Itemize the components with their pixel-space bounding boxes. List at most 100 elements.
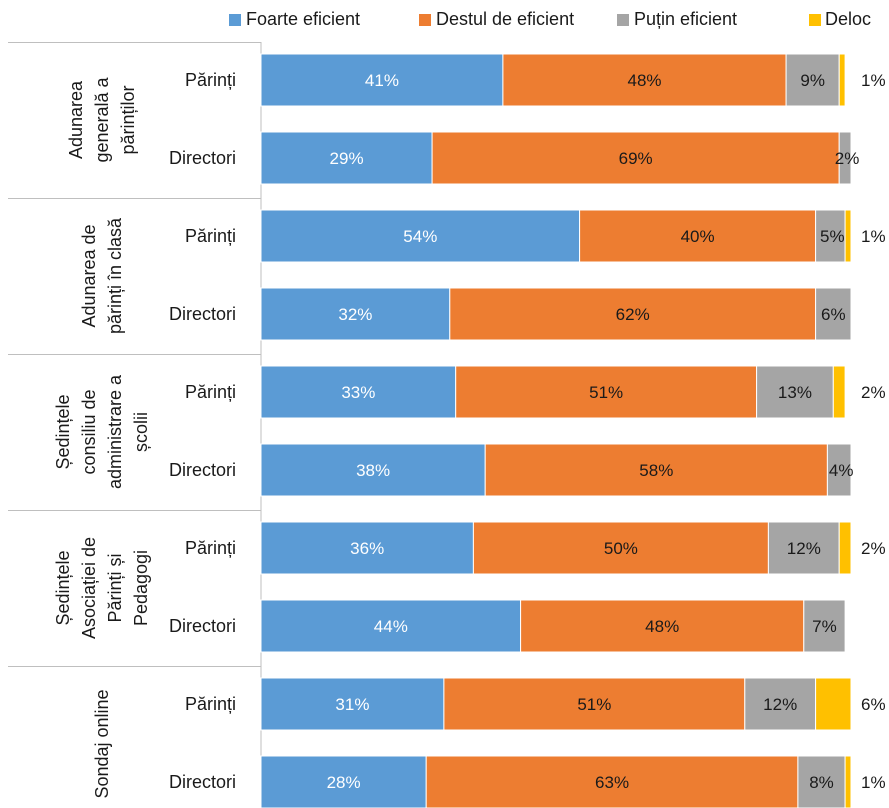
data-label-foarte-eficient: 33% [341, 383, 375, 402]
legend-label-foarte-eficient: Foarte eficient [246, 9, 360, 29]
row-label-parinti: Părinți [185, 382, 236, 402]
data-label-destul-de-eficient: 48% [627, 71, 661, 90]
data-label-putin-eficient: 5% [820, 227, 845, 246]
bar-segment-destul-de-eficient [443, 677, 746, 731]
row-label-parinti: Părinți [185, 226, 236, 246]
data-label-putin-eficient: 13% [778, 383, 812, 402]
data-label-destul-de-eficient: 40% [681, 227, 715, 246]
bar-segment-putin-eficient [744, 677, 817, 731]
bar-segment-destul-de-eficient [472, 521, 769, 575]
bar-segment-foarte-eficient [260, 209, 581, 263]
legend-swatch-foarte-eficient [229, 14, 241, 26]
bar-segment-putin-eficient [803, 599, 846, 653]
bar-segment-putin-eficient [767, 521, 840, 575]
data-label-destul-de-eficient: 51% [589, 383, 623, 402]
data-label-foarte-eficient: 54% [403, 227, 437, 246]
data-label-putin-eficient: 4% [829, 461, 854, 480]
legend: Foarte eficient Destul de eficient Puțin e… [229, 9, 871, 29]
bar-segment-destul-de-eficient [520, 599, 805, 653]
bar-segment-deloc [844, 755, 852, 808]
data-label-putin-eficient: 8% [809, 773, 834, 792]
legend-swatch-destul-de-eficient [419, 14, 431, 26]
group-label-line: Părinți și [105, 553, 125, 622]
row-label-directori: Directori [169, 616, 236, 636]
bar-segment-foarte-eficient [260, 755, 427, 808]
bar-segment-destul-de-eficient [455, 365, 758, 419]
data-label-destul-de-eficient: 58% [639, 461, 673, 480]
data-label-putin-eficient: 12% [763, 695, 797, 714]
legend-label-deloc: Deloc [825, 9, 871, 29]
row-label-directori: Directori [169, 304, 236, 324]
bar-segment-putin-eficient [838, 131, 852, 185]
group-label: Adunarea de părinți în clasă [79, 217, 125, 334]
bar-segment-deloc [815, 677, 852, 731]
data-label-destul-de-eficient: 69% [619, 149, 653, 168]
group-label-line: consiliu de [79, 389, 99, 474]
data-label-foarte-eficient: 36% [350, 539, 384, 558]
group-label-line: Adunarea de [79, 224, 99, 327]
data-label-deloc: 6% [861, 695, 886, 714]
bar-segment-putin-eficient [826, 443, 852, 497]
data-label-foarte-eficient: 29% [330, 149, 364, 168]
group-label-line: părinți în clasă [105, 217, 125, 334]
data-label-destul-de-eficient: 51% [577, 695, 611, 714]
legend-swatch-putin-eficient [617, 14, 629, 26]
data-label-destul-de-eficient: 62% [616, 305, 650, 324]
data-label-foarte-eficient: 31% [335, 695, 369, 714]
group-label-line: Ședințele [53, 394, 73, 469]
group-label-line: școlii [131, 412, 151, 452]
group-label: Ședințele consiliu de administrare a școlii [53, 374, 151, 489]
data-label-foarte-eficient: 32% [338, 305, 372, 324]
bar-segment-destul-de-eficient [431, 131, 840, 185]
group-label: Adunarea generală a părinților [66, 76, 138, 162]
group-label-line: Asociației de [79, 537, 99, 639]
group-label: Ședințele Asociației de Părinți și Pedagogi [53, 537, 151, 639]
group-label-line: Ședințele [53, 550, 73, 625]
row-label-parinti: Părinți [185, 538, 236, 558]
row-label-parinti: Părinți [185, 694, 236, 714]
bar-segment-foarte-eficient [260, 287, 451, 341]
bar-segment-putin-eficient [815, 287, 852, 341]
data-label-deloc: 1% [861, 227, 886, 246]
data-label-deloc: 2% [861, 383, 886, 402]
data-label-deloc: 1% [861, 71, 886, 90]
bar-segment-destul-de-eficient [425, 755, 799, 808]
bar-segment-foarte-eficient [260, 365, 457, 419]
data-label-destul-de-eficient: 63% [595, 773, 629, 792]
bar-segment-putin-eficient [815, 209, 846, 263]
bar-segment-deloc [838, 521, 852, 575]
data-label-foarte-eficient: 41% [365, 71, 399, 90]
data-label-foarte-eficient: 44% [374, 617, 408, 636]
bar-segment-deloc [832, 365, 846, 419]
data-label-destul-de-eficient: 48% [645, 617, 679, 636]
group-label-line: Adunarea [66, 80, 86, 159]
data-label-deloc: 2% [861, 539, 886, 558]
group-label-line: Sondaj online [92, 689, 112, 798]
group-label-line: Pedagogi [131, 550, 151, 626]
bar-segment-destul-de-eficient [484, 443, 828, 497]
group-label-line: administrare a [105, 374, 125, 489]
row-label-directori: Directori [169, 148, 236, 168]
group-label-line: generală a [92, 76, 112, 162]
bar-segment-foarte-eficient [260, 677, 445, 731]
data-label-foarte-eficient: 38% [356, 461, 390, 480]
data-label-putin-eficient: 2% [835, 149, 860, 168]
bar-segment-putin-eficient [756, 365, 834, 419]
data-label-deloc: 1% [861, 773, 886, 792]
data-label-putin-eficient: 6% [821, 305, 846, 324]
legend-label-putin-eficient: Puțin eficient [634, 9, 737, 29]
data-label-destul-de-eficient: 50% [604, 539, 638, 558]
group-label: Sondaj online [92, 689, 112, 798]
group-label-line: părinților [118, 85, 138, 154]
bar-segment-foarte-eficient [260, 521, 474, 575]
row-label-directori: Directori [169, 460, 236, 480]
bar-segment-putin-eficient [797, 755, 846, 808]
legend-label-destul-de-eficient: Destul de eficient [436, 9, 574, 29]
legend-swatch-deloc [809, 14, 821, 26]
data-label-putin-eficient: 7% [812, 617, 837, 636]
data-label-foarte-eficient: 28% [327, 773, 361, 792]
bar-segment-foarte-eficient [260, 131, 433, 185]
row-label-directori: Directori [169, 772, 236, 792]
bar-segment-foarte-eficient [260, 53, 504, 107]
